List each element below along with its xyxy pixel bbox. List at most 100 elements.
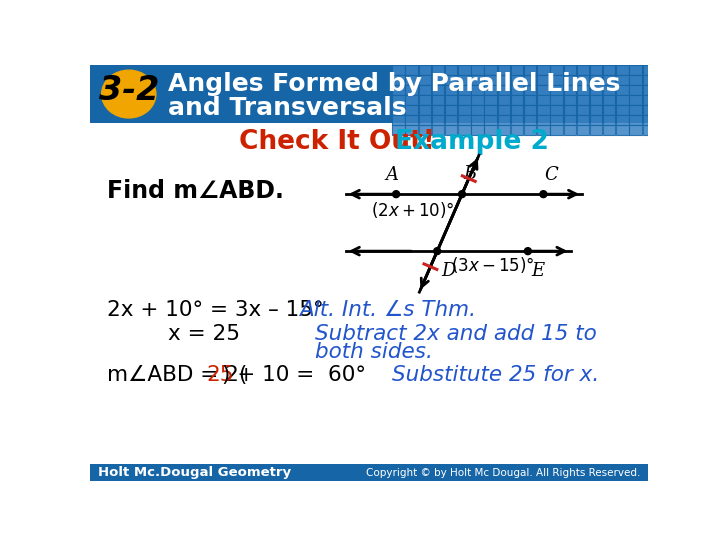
Bar [498,95,510,105]
Bar [590,75,602,85]
Bar [445,115,457,125]
Bar [590,95,602,105]
Bar [432,115,444,125]
Bar [629,75,642,85]
Bar [458,85,471,95]
Bar [577,115,589,125]
Bar [550,105,563,115]
Bar [564,75,576,85]
Text: Find m∠ABD.: Find m∠ABD. [107,179,284,202]
Bar [418,115,431,125]
Bar [472,125,484,135]
Bar [603,65,616,75]
Text: E: E [532,262,545,280]
Bar [458,95,471,105]
Bar [550,95,563,105]
Bar [590,125,602,135]
Bar [537,125,549,135]
Bar [418,125,431,135]
Circle shape [524,248,531,254]
Bar [537,95,549,105]
Bar [629,65,642,75]
Text: D: D [441,262,456,280]
Text: 25: 25 [206,365,234,385]
Bar [445,95,457,105]
Bar [445,65,457,75]
Bar [524,115,536,125]
Bar [485,115,497,125]
Bar [458,125,471,135]
Bar [458,65,471,75]
Bar [485,125,497,135]
Bar [603,95,616,105]
Bar [590,65,602,75]
Bar [642,105,655,115]
Text: Example 2: Example 2 [386,129,549,155]
Bar [498,125,510,135]
Bar [577,95,589,105]
Bar [472,105,484,115]
Bar [510,125,523,135]
Bar [524,65,536,75]
Bar [472,75,484,85]
Text: $(2x + 10)°$: $(2x + 10)°$ [371,200,454,220]
Bar [90,65,648,123]
Bar [629,85,642,95]
Bar [642,125,655,135]
Bar [616,105,629,115]
Bar [418,105,431,115]
Text: Angles Formed by Parallel Lines: Angles Formed by Parallel Lines [168,72,620,97]
Bar [498,85,510,95]
Bar [537,75,549,85]
Bar [603,85,616,95]
Text: Copyright © by Holt Mc Dougal. All Rights Reserved.: Copyright © by Holt Mc Dougal. All Right… [366,468,640,477]
Bar [577,125,589,135]
Bar [510,95,523,105]
Ellipse shape [102,70,156,118]
Bar [642,75,655,85]
Circle shape [459,191,466,198]
Bar [629,125,642,135]
Bar [510,65,523,75]
Bar [603,115,616,125]
Bar [590,115,602,125]
Bar [405,125,418,135]
Text: Holt Mc.Dougal Geometry: Holt Mc.Dougal Geometry [98,466,291,479]
Bar [392,75,405,85]
Bar [485,75,497,85]
Bar [418,65,431,75]
Text: Check It Out!: Check It Out! [239,129,435,155]
Text: C: C [544,166,558,184]
Text: m∠ABD = 2(: m∠ABD = 2( [107,365,247,385]
Bar [524,95,536,105]
Bar [616,65,629,75]
Bar [472,115,484,125]
Bar [550,75,563,85]
Bar [564,105,576,115]
Text: 3-2: 3-2 [99,74,159,107]
Bar [603,105,616,115]
Bar [392,125,405,135]
Bar [550,85,563,95]
Bar [642,65,655,75]
Bar [524,125,536,135]
Bar [472,95,484,105]
Bar [616,75,629,85]
Bar [418,85,431,95]
Bar [90,464,648,481]
Circle shape [392,191,400,198]
Bar [445,85,457,95]
Bar [432,95,444,105]
Text: Alt. Int. ∠s Thm.: Alt. Int. ∠s Thm. [300,300,476,320]
Bar [510,75,523,85]
Bar [616,125,629,135]
Text: and Transversals: and Transversals [168,96,406,119]
Bar [472,85,484,95]
Bar [405,65,418,75]
Text: $(3x - 15)°$: $(3x - 15)°$ [451,255,535,275]
Bar [564,85,576,95]
Bar [524,105,536,115]
Bar [524,85,536,95]
Bar [405,115,418,125]
Bar [458,115,471,125]
